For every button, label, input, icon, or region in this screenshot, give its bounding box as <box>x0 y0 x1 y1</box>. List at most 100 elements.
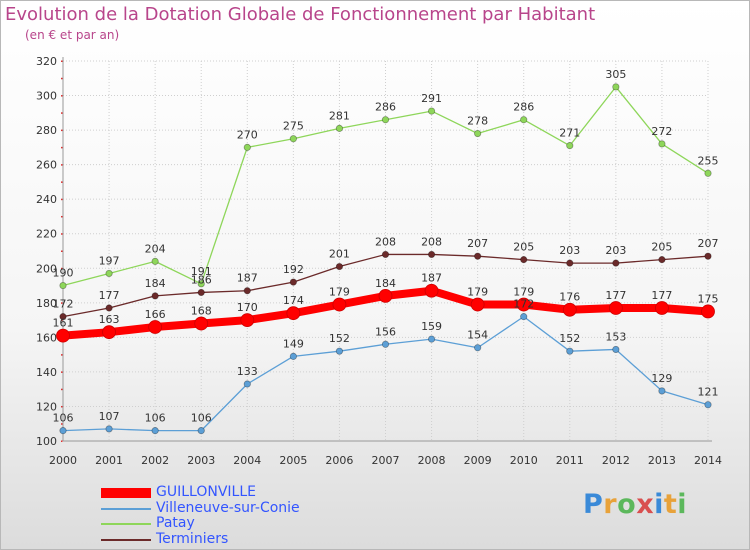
data-label: 187 <box>421 272 442 285</box>
data-point <box>151 257 159 265</box>
data-label: 177 <box>651 289 672 302</box>
y-tick-label: 200 <box>36 262 57 275</box>
y-minor-tick <box>61 146 63 149</box>
data-label: 208 <box>421 235 442 248</box>
x-tick-label: 2005 <box>279 454 307 467</box>
data-point <box>474 129 482 138</box>
data-label: 192 <box>283 263 304 276</box>
data-point <box>56 328 70 343</box>
data-label: 133 <box>237 365 258 378</box>
data-point <box>243 380 251 388</box>
data-label: 153 <box>605 330 626 343</box>
data-label: 203 <box>559 244 580 257</box>
data-label: 278 <box>467 115 488 128</box>
data-point <box>59 313 67 321</box>
data-point <box>102 325 116 340</box>
legend-label: Villeneuve-sur-Conie <box>156 499 300 516</box>
data-label: 179 <box>467 286 488 299</box>
data-point <box>194 316 209 331</box>
data-label: 179 <box>513 286 534 299</box>
data-label: 190 <box>53 267 74 280</box>
data-label: 272 <box>651 125 672 138</box>
data-label: 121 <box>698 386 719 399</box>
x-tick-label: 2002 <box>141 454 169 467</box>
data-label: 172 <box>513 298 534 311</box>
y-minor-tick <box>61 267 63 270</box>
data-label: 207 <box>467 237 488 250</box>
data-label: 286 <box>375 101 396 114</box>
data-point <box>612 259 620 267</box>
y-minor-tick <box>61 250 63 252</box>
data-point <box>335 124 344 132</box>
data-label: 179 <box>329 286 350 299</box>
data-label: 129 <box>651 372 672 385</box>
data-label: 172 <box>53 298 74 311</box>
y-tick-label: 260 <box>36 159 57 172</box>
y-minor-tick <box>61 233 63 235</box>
data-label: 106 <box>191 412 212 425</box>
data-label: 106 <box>145 412 166 425</box>
data-label: 275 <box>283 120 304 133</box>
data-point <box>289 135 297 143</box>
y-tick-label: 280 <box>36 124 57 137</box>
legend-swatch <box>101 523 151 525</box>
data-point <box>240 313 255 327</box>
chart-subtitle: (en € et par an) <box>25 28 120 42</box>
y-minor-tick <box>61 371 63 373</box>
data-point <box>151 427 159 435</box>
data-point <box>658 256 666 264</box>
y-tick-label: 240 <box>36 193 57 206</box>
data-point <box>289 352 297 360</box>
y-minor-tick <box>61 423 63 425</box>
data-label: 175 <box>698 292 719 305</box>
data-point <box>381 250 390 259</box>
y-tick-label: 220 <box>36 228 57 241</box>
x-tick-label: 2004 <box>233 454 261 467</box>
data-label: 201 <box>329 248 350 261</box>
data-label: 271 <box>559 127 580 140</box>
x-tick-label: 2000 <box>49 454 77 467</box>
data-label: 207 <box>698 237 719 250</box>
data-point <box>105 269 113 278</box>
data-label: 159 <box>421 320 442 333</box>
y-minor-tick <box>61 302 63 304</box>
data-label: 286 <box>513 101 534 114</box>
data-label: 205 <box>513 241 534 254</box>
data-point <box>608 301 623 315</box>
y-minor-tick <box>61 354 63 356</box>
legend-label: Terminiers <box>156 530 229 547</box>
data-point <box>658 387 666 395</box>
data-point <box>562 302 577 317</box>
data-label: 204 <box>145 242 166 255</box>
data-point <box>516 297 531 312</box>
data-point <box>148 320 163 334</box>
y-minor-tick <box>61 95 63 97</box>
data-point <box>520 313 528 321</box>
legend-swatch <box>101 507 151 510</box>
y-minor-tick <box>61 388 63 391</box>
data-point <box>704 169 712 177</box>
data-point <box>105 304 113 312</box>
y-minor-tick <box>61 405 63 408</box>
data-point <box>427 335 436 343</box>
y-minor-tick <box>61 215 63 218</box>
data-point <box>612 345 620 354</box>
data-label: 156 <box>375 325 396 338</box>
data-point <box>474 252 482 260</box>
y-tick-label: 320 <box>36 55 57 68</box>
y-tick-label: 300 <box>36 90 57 103</box>
data-point <box>378 289 393 303</box>
x-tick-label: 2010 <box>510 454 538 467</box>
y-tick-label: 160 <box>36 331 57 344</box>
data-point <box>704 401 712 409</box>
data-point <box>427 250 436 259</box>
data-point <box>381 116 390 124</box>
data-point <box>520 256 528 264</box>
y-minor-tick <box>61 198 63 201</box>
data-label: 191 <box>191 265 212 278</box>
data-label: 177 <box>99 289 120 302</box>
data-point <box>566 347 574 355</box>
data-point <box>658 140 666 148</box>
x-tick-label: 2012 <box>602 454 630 467</box>
